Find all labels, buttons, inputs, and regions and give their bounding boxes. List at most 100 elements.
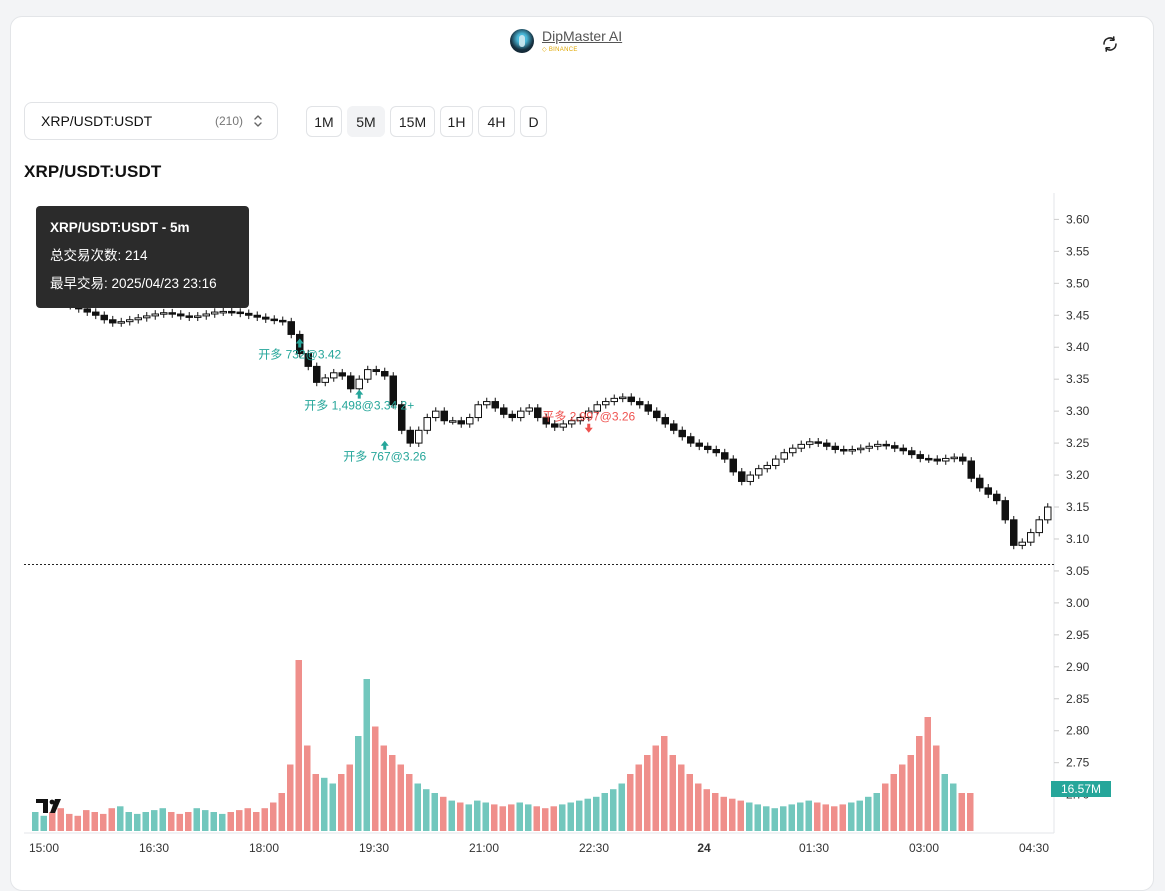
- candle-body: [211, 311, 219, 315]
- candle-body: [389, 375, 397, 406]
- volume-bar: [746, 802, 753, 831]
- timeframe-5m-button[interactable]: 5M: [347, 106, 385, 137]
- candle-body: [848, 448, 856, 452]
- volume-bar: [635, 764, 642, 831]
- candle: [466, 413, 474, 428]
- volume-bar: [185, 812, 192, 831]
- candlestick-chart[interactable]: 3.60 3.55 3.50 3.45 3.40 3.35 3.30 3.25 3.20 3.15…: [24, 193, 1144, 883]
- candle-body: [602, 401, 610, 406]
- price-axis-tick: 2.80: [1066, 724, 1090, 738]
- volume-bar: [525, 804, 532, 831]
- volume-bar: [83, 810, 90, 831]
- trade-arrow-down-icon: [584, 423, 593, 433]
- candle: [814, 437, 822, 447]
- candle: [559, 420, 567, 431]
- volume-bar: [474, 800, 481, 831]
- volume-bar: [278, 793, 285, 831]
- candle-body: [976, 477, 984, 489]
- volume-bar: [159, 808, 166, 831]
- price-axis-tick: 2.75: [1066, 756, 1090, 770]
- volume-bar: [193, 808, 200, 831]
- volume-bar: [372, 726, 379, 831]
- timeframe-1m-button[interactable]: 1M: [306, 106, 342, 137]
- volume-bar: [440, 796, 447, 831]
- candle-body: [202, 313, 210, 317]
- candle: [916, 450, 924, 463]
- candle-body: [874, 443, 882, 447]
- volume-bar: [712, 793, 719, 831]
- candle: [899, 444, 907, 455]
- candle: [933, 455, 941, 465]
- candle-body: [83, 308, 91, 313]
- volume-bar: [380, 745, 387, 831]
- volume-bar: [652, 745, 659, 831]
- candle-body: [143, 315, 151, 319]
- candle-body: [245, 312, 253, 316]
- candle-body: [151, 313, 159, 317]
- volume-bar: [933, 745, 940, 831]
- brand-name[interactable]: DipMaster AI: [542, 28, 623, 44]
- volume-bar: [941, 774, 948, 831]
- timeframe-15m-button[interactable]: 15M: [390, 106, 435, 137]
- candle-body: [372, 369, 380, 373]
- volume-bar: [550, 806, 557, 831]
- price-axis-tick: 3.05: [1066, 564, 1090, 578]
- candle-body: [457, 420, 465, 425]
- candle-body: [746, 474, 754, 482]
- candle: [636, 397, 644, 409]
- candle-body: [729, 458, 737, 473]
- volume-bar: [567, 802, 574, 831]
- timeframe-4h-button[interactable]: 4H: [478, 106, 515, 137]
- volume-bar: [703, 789, 710, 831]
- candle: [610, 394, 618, 406]
- time-axis-tick: 03:00: [909, 841, 939, 855]
- volume-bar: [516, 802, 523, 831]
- trade-label: 开多 767@3.26: [343, 450, 426, 464]
- price-axis-tick: 3.55: [1066, 244, 1090, 258]
- candle: [704, 442, 712, 454]
- price-axis-tick: 3.25: [1066, 436, 1090, 450]
- candle-body: [738, 471, 746, 482]
- volume-bar: [355, 736, 362, 831]
- candle-body: [695, 442, 703, 447]
- candle-body: [585, 410, 593, 419]
- volume-bar: [661, 736, 668, 831]
- candle-body: [687, 436, 695, 444]
- candle-body: [933, 458, 941, 462]
- candle-body: [1027, 532, 1035, 543]
- volume-bar: [763, 806, 770, 831]
- candle-body: [568, 420, 576, 425]
- candle-body: [789, 447, 797, 454]
- candle-body: [1010, 519, 1018, 546]
- candle: [755, 464, 763, 479]
- candle-body: [763, 464, 771, 470]
- volume-bar: [270, 802, 277, 831]
- candle: [500, 404, 508, 419]
- volume-bar: [916, 736, 923, 831]
- candle-body: [432, 410, 440, 419]
- refresh-icon[interactable]: [1101, 35, 1119, 53]
- candle-body: [517, 410, 525, 419]
- candle: [653, 407, 661, 422]
- candle: [738, 468, 746, 486]
- price-axis-tick: 3.45: [1066, 308, 1090, 322]
- candle-body: [185, 315, 193, 318]
- tradingview-logo-icon: [36, 799, 61, 813]
- candle: [712, 445, 720, 457]
- volume-bar: [465, 804, 472, 831]
- candle-body: [942, 457, 950, 462]
- brand[interactable]: DipMaster AI ◇ BINANCE: [510, 28, 622, 53]
- candle: [806, 437, 814, 449]
- volume-bar: [176, 813, 183, 831]
- volume-bar: [312, 774, 319, 831]
- timeframe-1h-button[interactable]: 1H: [440, 106, 473, 137]
- volume-bar: [788, 804, 795, 831]
- candle: [627, 393, 635, 406]
- candle-body: [542, 417, 550, 425]
- timeframe-d-button[interactable]: D: [520, 106, 547, 137]
- candle: [143, 312, 151, 322]
- volume-bar: [304, 745, 311, 831]
- pair-select[interactable]: XRP/USDT:USDT (210): [24, 102, 278, 140]
- candle-body: [806, 441, 814, 445]
- candle-body: [194, 315, 202, 318]
